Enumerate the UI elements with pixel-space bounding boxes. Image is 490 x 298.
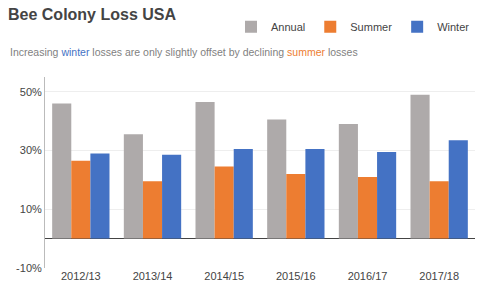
svg-text:10%: 10% xyxy=(20,203,42,215)
svg-text:Annual: Annual xyxy=(271,21,305,33)
svg-text:Increasing winter losses are o: Increasing winter losses are only slight… xyxy=(10,46,358,58)
svg-text:2017/18: 2017/18 xyxy=(419,270,459,282)
svg-text:2015/16: 2015/16 xyxy=(276,270,316,282)
svg-text:2014/15: 2014/15 xyxy=(204,270,244,282)
svg-text:Winter: Winter xyxy=(437,21,469,33)
svg-text:2016/17: 2016/17 xyxy=(348,270,388,282)
svg-text:30%: 30% xyxy=(20,144,42,156)
svg-text:-10%: -10% xyxy=(16,262,42,274)
svg-text:2013/14: 2013/14 xyxy=(133,270,173,282)
svg-text:50%: 50% xyxy=(20,86,42,98)
svg-text:2012/13: 2012/13 xyxy=(61,270,101,282)
svg-text:Summer: Summer xyxy=(350,21,392,33)
svg-text:Bee Colony Loss USA: Bee Colony Loss USA xyxy=(8,6,176,23)
